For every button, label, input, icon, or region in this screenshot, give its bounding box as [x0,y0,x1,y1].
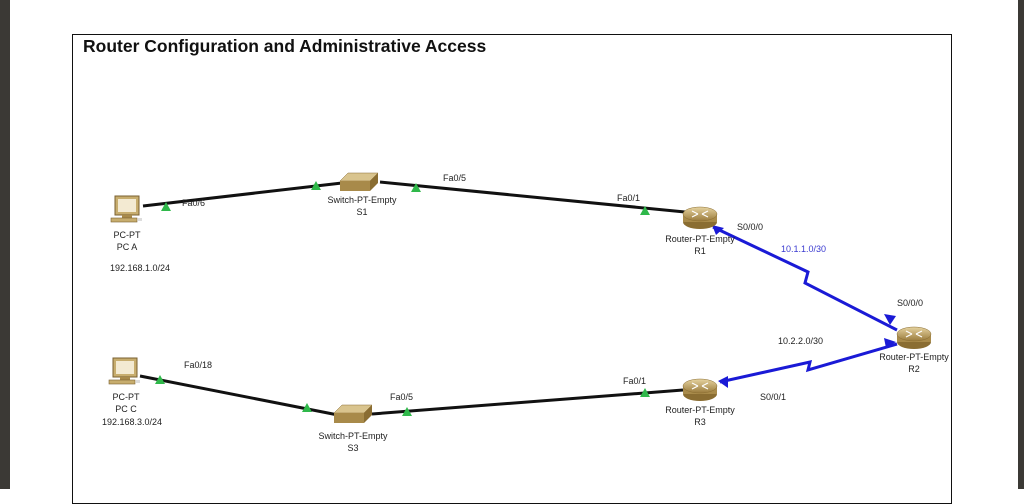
device-name: S1 [356,207,367,217]
switch-icon [339,172,379,192]
device-name: S3 [347,443,358,453]
link-pca-s1[interactable] [142,181,343,208]
port-label: Fa0/5 [390,392,413,402]
window-edge-left [0,0,10,489]
device-pc-a[interactable]: PC-PT PC A 192.168.1.0/24 [110,195,170,273]
device-model: Switch-PT-Empty [318,431,388,441]
device-model: Router-PT-Empty [665,234,735,244]
port-label: Fa0/5 [443,173,466,183]
router-icon [896,326,932,350]
device-model: Router-PT-Empty [879,352,949,362]
pc-icon [108,357,141,385]
switch-icon [333,404,373,424]
device-model: Switch-PT-Empty [327,195,397,205]
port-label: S0/0/0 [897,298,923,308]
port-label: Fa0/18 [184,360,212,370]
device-name: R1 [694,246,706,256]
network-label: 10.2.2.0/30 [778,336,823,346]
link-r3-r2-serial[interactable] [719,342,898,384]
device-model: PC-PT [113,392,141,402]
network-label: 192.168.3.0/24 [102,417,162,427]
port-label: Fa0/1 [623,376,646,386]
device-name: PC A [117,242,138,252]
device-name: R3 [694,417,706,427]
link-r1-r2-serial[interactable] [712,225,898,332]
port-label: S0/0/0 [737,222,763,232]
device-r3[interactable]: Router-PT-Empty R3 [665,378,735,427]
serial-arrow-icon [712,225,724,235]
network-label: 192.168.1.0/24 [110,263,170,273]
topology-diagram: PC-PT PC A 192.168.1.0/24 Switch-PT-Empt… [102,172,949,453]
port-label: Fa0/1 [617,193,640,203]
device-s3[interactable]: Switch-PT-Empty S3 [318,404,388,453]
link-s1-r1[interactable] [379,180,686,214]
page-title: Router Configuration and Administrative … [83,36,487,56]
window-edge-right [1018,0,1024,489]
port-label: S0/0/1 [760,392,786,402]
network-label: 10.1.1.0/30 [781,244,826,254]
serial-arrow-icon [884,338,896,348]
device-name: PC C [115,404,137,414]
device-pc-c[interactable]: PC-PT PC C 192.168.3.0/24 [102,357,162,427]
serial-arrow-icon [884,314,896,325]
device-r1[interactable]: Router-PT-Empty R1 [665,206,735,256]
router-icon [682,378,718,402]
pc-icon [110,195,143,223]
device-r2[interactable]: Router-PT-Empty R2 [879,326,949,374]
port-label: Fa0/6 [182,198,205,208]
link-s3-r3[interactable] [371,388,684,416]
device-model: PC-PT [114,230,142,240]
device-model: Router-PT-Empty [665,405,735,415]
device-s1[interactable]: Switch-PT-Empty S1 [327,172,397,217]
serial-arrow-icon [718,376,728,388]
device-name: R2 [908,364,920,374]
router-icon [682,206,718,230]
